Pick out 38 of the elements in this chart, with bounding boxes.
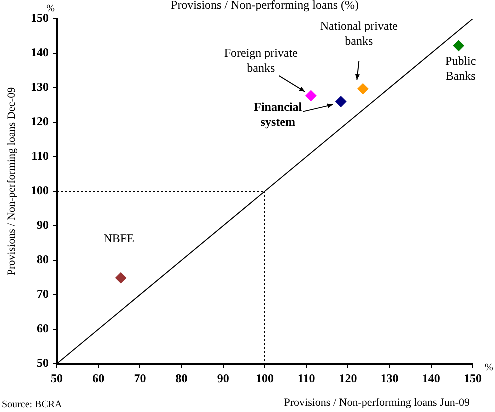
x-tick-label: 100: [256, 371, 274, 386]
point: [306, 90, 317, 102]
point: [336, 96, 347, 108]
point: [358, 84, 369, 95]
point: [116, 272, 127, 284]
text: National private banks: [320, 19, 398, 48]
series-label: Foreign private banks: [224, 46, 298, 76]
y-tick-label: 140: [31, 46, 49, 60]
y-tick-label: 60: [37, 322, 49, 336]
source-note: Source: BCRA: [2, 400, 64, 411]
series-label: Public Banks: [446, 54, 476, 84]
x-tick-label: 60: [92, 371, 105, 386]
x-tick-label: 120: [339, 371, 358, 386]
x-tick-label: 110: [298, 371, 316, 386]
point: [453, 40, 464, 52]
x-tick-label: 90: [217, 371, 230, 386]
y-tick-label: 90: [37, 218, 49, 232]
y-tick-label: 100: [31, 184, 49, 198]
x-tick-label: 50: [51, 371, 63, 386]
text: Financial system: [254, 100, 303, 129]
y-tick-label: 80: [37, 252, 49, 267]
x-tick-label: 150: [464, 371, 482, 386]
y-tick-label: 50: [37, 356, 49, 370]
x-tick-label: 70: [134, 371, 146, 386]
text: %: [46, 4, 55, 15]
y-tick-label: 120: [31, 114, 49, 129]
x-tick-label: 130: [380, 371, 399, 386]
text: NBFE: [104, 231, 134, 246]
y-tick-label: 150: [31, 11, 49, 26]
x-tick-label: 80: [176, 371, 188, 386]
y-tick-label: 130: [31, 80, 49, 94]
x-tick-label: 140: [422, 371, 440, 386]
x-axis-title: Provisions / Non-performing loans Jun-09: [284, 396, 470, 409]
y-tick-label: 110: [32, 149, 49, 164]
text: %: [485, 362, 494, 374]
y-tick-label: 70: [37, 287, 49, 302]
chart-title: Provisions / Non-performing loans (%): [171, 0, 359, 12]
y-axis-title: Provisions / Non-performing loans Dec-09: [6, 86, 18, 276]
